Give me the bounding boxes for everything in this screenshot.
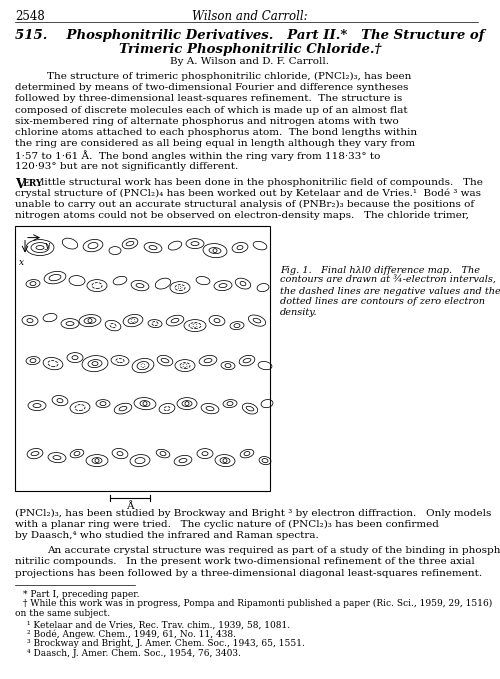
Text: crystal structure of (PNCl₂)₄ has been worked out by Ketelaar and de Vries.¹  Bo: crystal structure of (PNCl₂)₄ has been w… (15, 189, 481, 198)
Text: * Part I, preceding paper.: * Part I, preceding paper. (23, 590, 140, 599)
Text: 2548: 2548 (15, 10, 45, 23)
Text: projections has been followed by a three-dimensional diagonal least-squares refi: projections has been followed by a three… (15, 568, 482, 578)
Text: y: y (44, 240, 49, 250)
Text: dotted lines are contours of zero electron: dotted lines are contours of zero electr… (280, 297, 485, 306)
Text: Wilson and Carroll:: Wilson and Carroll: (192, 10, 308, 23)
Text: 1·57 to 1·61 Å.  The bond angles within the ring vary from 118·33° to: 1·57 to 1·61 Å. The bond angles within t… (15, 151, 380, 161)
Text: ERY: ERY (23, 179, 44, 188)
Text: ² Bodé, Angew. Chem., 1949, 61, No. 11, 438.: ² Bodé, Angew. Chem., 1949, 61, No. 11, … (27, 630, 236, 640)
Text: composed of discrete molecules each of which is made up of an almost flat: composed of discrete molecules each of w… (15, 106, 407, 115)
Text: chlorine atoms attached to each phosphorus atom.  The bond lengths within: chlorine atoms attached to each phosphor… (15, 128, 417, 137)
Text: the ring are considered as all being equal in length although they vary from: the ring are considered as all being equ… (15, 139, 415, 148)
Text: the dashed lines are negative values and the: the dashed lines are negative values and… (280, 287, 500, 295)
Text: An accurate crystal structure was required as part of a study of the binding in : An accurate crystal structure was requir… (47, 546, 500, 555)
Text: ³ Brockway and Bright, J. Amer. Chem. Soc., 1943, 65, 1551.: ³ Brockway and Bright, J. Amer. Chem. So… (27, 640, 305, 648)
Text: ⁴ Daasch, J. Amer. Chem. Soc., 1954, 76, 3403.: ⁴ Daasch, J. Amer. Chem. Soc., 1954, 76,… (27, 649, 241, 658)
Text: Fig. 1.   Final hλl0 difference map.   The: Fig. 1. Final hλl0 difference map. The (280, 265, 480, 274)
Text: determined by means of two-dimensional Fourier and difference syntheses: determined by means of two-dimensional F… (15, 84, 408, 92)
Text: The structure of trimeric phosphonitrilic chloride, (PNCl₂)₃, has been: The structure of trimeric phosphonitrili… (47, 72, 412, 81)
Text: with a planar ring were tried.   The cyclic nature of (PNCl₂)₃ has been confirme: with a planar ring were tried. The cycli… (15, 520, 439, 529)
Bar (15, 225, 270, 491)
Text: x: x (19, 257, 24, 267)
Text: nitrogen atoms could not be observed on electron-density maps.   The chloride tr: nitrogen atoms could not be observed on … (15, 211, 469, 221)
Text: 515.     Phosphonitrilic Derivatives.   Part II.*   The Structure of: 515. Phosphonitrilic Derivatives. Part I… (15, 29, 485, 42)
Text: six-membered ring of alternate phosphorus and nitrogen atoms with two: six-membered ring of alternate phosphoru… (15, 117, 399, 126)
Text: followed by three-dimensional least-squares refinement.  The structure is: followed by three-dimensional least-squa… (15, 94, 402, 103)
Text: By A. Wilson and D. F. Carroll.: By A. Wilson and D. F. Carroll. (170, 57, 330, 66)
Text: † While this work was in progress, Pompa and Ripamonti published a paper (Ric. S: † While this work was in progress, Pompa… (23, 600, 492, 608)
Text: little structural work has been done in the phosphonitrilic field of compounds. : little structural work has been done in … (41, 178, 483, 187)
Text: V: V (15, 178, 25, 191)
Text: contours are drawn at ¾-electron intervals,: contours are drawn at ¾-electron interva… (280, 276, 496, 285)
Text: by Daasch,⁴ who studied the infrared and Raman spectra.: by Daasch,⁴ who studied the infrared and… (15, 531, 319, 540)
Text: ¹ Ketelaar and de Vries, Rec. Trav. chim., 1939, 58, 1081.: ¹ Ketelaar and de Vries, Rec. Trav. chim… (27, 621, 290, 629)
Text: (PNCl₂)₃, has been studied by Brockway and Bright ³ by electron diffraction.   O: (PNCl₂)₃, has been studied by Brockway a… (15, 509, 492, 517)
Text: on the same subject.: on the same subject. (15, 609, 110, 618)
Text: 120·93° but are not significantly different.: 120·93° but are not significantly differ… (15, 162, 238, 170)
Text: nitrilic compounds.   In the present work two-dimensional refinement of the thre: nitrilic compounds. In the present work … (15, 557, 475, 566)
Text: density.: density. (280, 308, 318, 316)
Text: Å: Å (126, 502, 134, 511)
Text: Trimeric Phosphonitrilic Chloride.†: Trimeric Phosphonitrilic Chloride.† (119, 43, 381, 56)
Text: unable to carry out an accurate structural analysis of (PNBr₂)₃ because the posi: unable to carry out an accurate structur… (15, 200, 474, 209)
